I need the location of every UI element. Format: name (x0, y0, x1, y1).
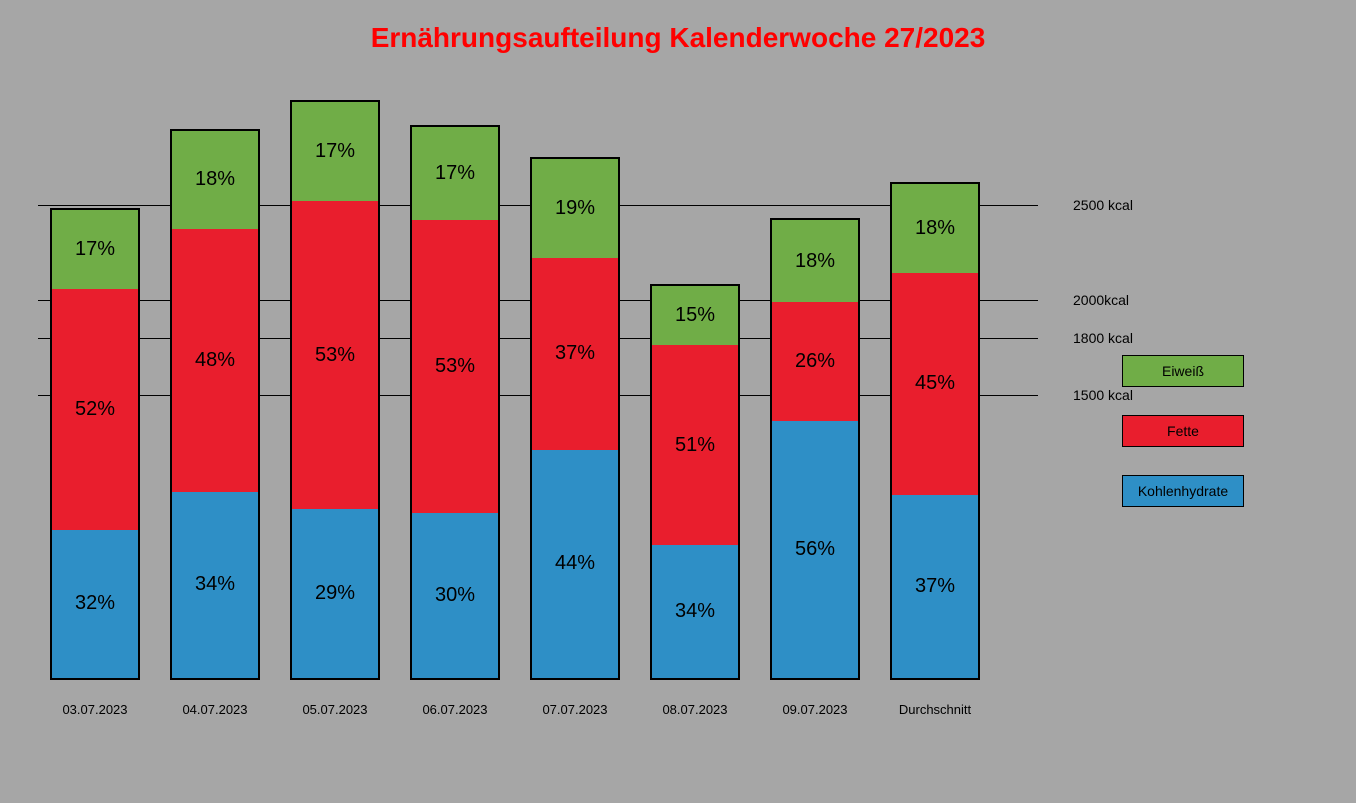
gridline-label: 1500 kcal (1073, 387, 1133, 403)
segment-protein: 17% (292, 102, 378, 201)
x-axis-label: 08.07.2023 (635, 702, 755, 717)
segment-fat: 37% (532, 258, 618, 450)
segment-protein: 18% (892, 184, 978, 273)
legend-fat: Fette (1122, 415, 1244, 447)
segment-protein: 17% (412, 127, 498, 221)
bar: 18%26%56% (770, 218, 860, 680)
gridline-label: 2500 kcal (1073, 197, 1133, 213)
legend-carb: Kohlenhydrate (1122, 475, 1244, 507)
x-axis-label: 04.07.2023 (155, 702, 275, 717)
bar: 18%48%34% (170, 129, 260, 680)
segment-carb: 34% (652, 545, 738, 678)
legend-protein: Eiweiß (1122, 355, 1244, 387)
gridline-label: 1800 kcal (1073, 330, 1133, 346)
bar: 17%53%30% (410, 125, 500, 680)
x-axis-label: 07.07.2023 (515, 702, 635, 717)
segment-fat: 48% (172, 229, 258, 492)
segment-carb: 29% (292, 509, 378, 678)
segment-carb: 34% (172, 492, 258, 678)
segment-protein: 19% (532, 159, 618, 258)
segment-carb: 37% (892, 495, 978, 678)
chart-title: Ernährungsaufteilung Kalenderwoche 27/20… (0, 22, 1356, 54)
segment-protein: 17% (52, 210, 138, 289)
segment-carb: 44% (532, 450, 618, 678)
bar: 15%51%34% (650, 284, 740, 680)
segment-fat: 53% (292, 201, 378, 509)
chart-container: Ernährungsaufteilung Kalenderwoche 27/20… (0, 0, 1356, 803)
bar: 17%52%32% (50, 208, 140, 680)
segment-fat: 45% (892, 273, 978, 495)
segment-fat: 51% (652, 345, 738, 545)
segment-protein: 18% (172, 131, 258, 230)
segment-fat: 53% (412, 220, 498, 512)
segment-protein: 18% (772, 220, 858, 302)
segment-carb: 56% (772, 421, 858, 678)
bar: 18%45%37% (890, 182, 980, 680)
bar: 17%53%29% (290, 100, 380, 680)
segment-carb: 30% (412, 513, 498, 678)
segment-carb: 32% (52, 530, 138, 678)
x-axis-label: Durchschnitt (875, 702, 995, 717)
gridline-label: 2000kcal (1073, 292, 1129, 308)
segment-protein: 15% (652, 286, 738, 345)
segment-fat: 52% (52, 289, 138, 530)
bar: 19%37%44% (530, 157, 620, 680)
plot-area: 2500 kcal2000kcal1800 kcal1500 kcal17%52… (38, 100, 1038, 720)
x-axis-label: 05.07.2023 (275, 702, 395, 717)
x-axis-label: 03.07.2023 (35, 702, 155, 717)
x-axis-label: 06.07.2023 (395, 702, 515, 717)
legend: Eiweiß Fette Kohlenhydrate (1122, 355, 1244, 535)
segment-fat: 26% (772, 302, 858, 421)
x-axis-label: 09.07.2023 (755, 702, 875, 717)
